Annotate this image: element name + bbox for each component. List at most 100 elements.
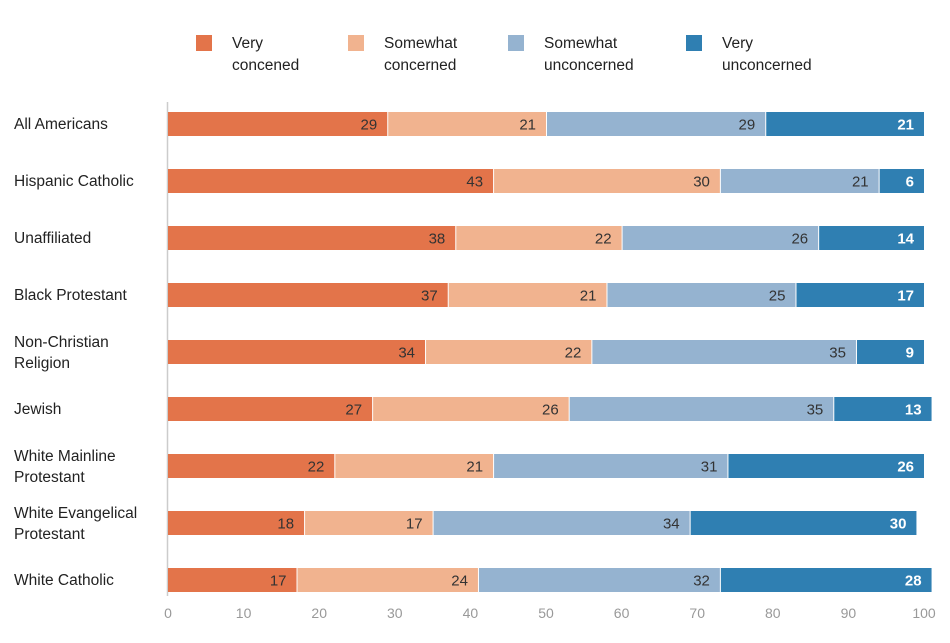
category-label: Unaffiliated: [14, 230, 91, 247]
bar-segment: [856, 340, 924, 364]
bar-segment: [168, 511, 305, 535]
data-label: 34: [663, 516, 680, 533]
data-label: 21: [897, 117, 914, 134]
data-label: 6: [906, 174, 914, 191]
bar-segment: [168, 226, 456, 250]
data-label: 21: [519, 117, 536, 134]
bar-segment: [433, 511, 690, 535]
bar-segment: [478, 568, 720, 592]
data-label: 35: [829, 345, 846, 362]
data-label: 17: [897, 288, 914, 305]
legend-label: Very: [722, 35, 753, 52]
bar-segment: [819, 226, 924, 250]
data-label: 22: [565, 345, 582, 362]
category-label: Black Protestant: [14, 287, 128, 304]
bar-segment: [305, 511, 433, 535]
data-label: 26: [897, 459, 914, 476]
bar-segment: [456, 226, 622, 250]
bar-segment: [607, 283, 796, 307]
data-label: 29: [739, 117, 756, 134]
category-label: All Americans: [14, 116, 108, 133]
data-label: 22: [595, 231, 612, 248]
data-label: 34: [398, 345, 415, 362]
bar-segment: [547, 112, 766, 136]
data-label: 21: [466, 459, 483, 476]
data-label: 21: [852, 174, 869, 191]
legend-label: Somewhat: [544, 35, 618, 52]
bar-segment: [297, 568, 478, 592]
category-label: White Evangelical: [14, 505, 137, 522]
legend-label: unconcerned: [544, 57, 634, 74]
bar-segment: [373, 397, 569, 421]
category-label: Religion: [14, 355, 70, 372]
bar-segment: [168, 397, 373, 421]
data-label: 25: [769, 288, 786, 305]
bar-segment: [690, 511, 917, 535]
data-label: 26: [542, 402, 559, 419]
x-tick-label: 50: [538, 605, 554, 621]
bar-segment: [426, 340, 592, 364]
legend-label: Very: [232, 35, 263, 52]
bar-segment: [720, 169, 879, 193]
legend-swatch: [686, 35, 702, 51]
data-label: 38: [429, 231, 446, 248]
bar-segment: [622, 226, 819, 250]
category-label: Protestant: [14, 526, 85, 543]
bar-segment: [766, 112, 924, 136]
data-label: 14: [897, 231, 914, 248]
x-tick-label: 10: [236, 605, 252, 621]
category-label: Protestant: [14, 469, 85, 486]
bar-segment: [720, 568, 932, 592]
category-label: White Mainline: [14, 448, 116, 465]
legend-label: concerned: [384, 57, 456, 74]
data-label: 32: [693, 573, 710, 590]
category-label: Jewish: [14, 401, 61, 418]
data-label: 35: [807, 402, 824, 419]
bar-segment: [335, 454, 494, 478]
bar-segment: [168, 169, 494, 193]
category-label: White Catholic: [14, 572, 114, 589]
data-label: 30: [890, 516, 907, 533]
data-label: 17: [406, 516, 423, 533]
bar-segment: [168, 112, 388, 136]
legend-label: Somewhat: [384, 35, 458, 52]
data-label: 43: [466, 174, 483, 191]
legend-swatch: [196, 35, 212, 51]
bar-segment: [448, 283, 607, 307]
x-tick-label: 90: [841, 605, 857, 621]
legend-label: unconcerned: [722, 57, 812, 74]
data-label: 17: [270, 573, 287, 590]
bar-segment: [728, 454, 924, 478]
data-label: 30: [693, 174, 710, 191]
data-label: 24: [451, 573, 468, 590]
legend-label: concened: [232, 57, 299, 74]
data-label: 37: [421, 288, 438, 305]
category-label: Non-Christian: [14, 334, 109, 351]
bar-segment: [388, 112, 546, 136]
data-label: 22: [308, 459, 325, 476]
bar-segment: [494, 169, 720, 193]
data-label: 28: [905, 573, 922, 590]
data-label: 27: [345, 402, 362, 419]
x-tick-label: 30: [387, 605, 403, 621]
x-tick-label: 20: [311, 605, 327, 621]
bar-segment: [796, 283, 924, 307]
bar-segment: [834, 397, 932, 421]
x-tick-label: 40: [463, 605, 479, 621]
bar-segment: [168, 454, 335, 478]
data-label: 26: [791, 231, 808, 248]
data-label: 21: [580, 288, 597, 305]
x-tick-label: 80: [765, 605, 781, 621]
x-tick-label: 100: [912, 605, 936, 621]
bar-segment: [569, 397, 834, 421]
x-tick-label: 60: [614, 605, 630, 621]
data-label: 9: [906, 345, 914, 362]
x-tick-label: 70: [689, 605, 705, 621]
bar-segment: [168, 340, 426, 364]
legend-swatch: [508, 35, 524, 51]
data-label: 13: [905, 402, 922, 419]
data-label: 18: [277, 516, 294, 533]
bar-segment: [168, 283, 448, 307]
x-tick-label: 0: [164, 605, 172, 621]
